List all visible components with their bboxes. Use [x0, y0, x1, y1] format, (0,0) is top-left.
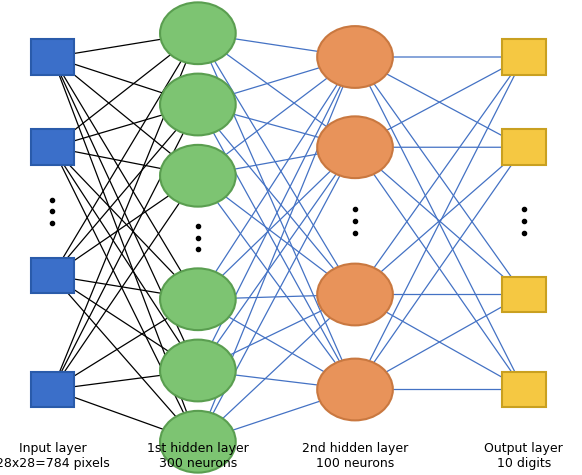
- Ellipse shape: [317, 359, 393, 420]
- FancyBboxPatch shape: [30, 257, 74, 293]
- Ellipse shape: [160, 268, 236, 330]
- Ellipse shape: [160, 411, 236, 473]
- Text: 2nd hidden layer
100 neurons: 2nd hidden layer 100 neurons: [302, 442, 408, 470]
- FancyBboxPatch shape: [502, 276, 546, 313]
- FancyBboxPatch shape: [30, 130, 74, 165]
- FancyBboxPatch shape: [30, 39, 74, 75]
- FancyBboxPatch shape: [30, 371, 74, 408]
- Text: 1st hidden layer
300 neurons: 1st hidden layer 300 neurons: [147, 442, 249, 470]
- Ellipse shape: [160, 2, 236, 64]
- FancyBboxPatch shape: [502, 130, 546, 165]
- Ellipse shape: [160, 340, 236, 401]
- FancyBboxPatch shape: [502, 371, 546, 408]
- Text: Output layer
10 digits: Output layer 10 digits: [484, 442, 563, 470]
- Text: Input layer
28x28=784 pixels: Input layer 28x28=784 pixels: [0, 442, 109, 470]
- Ellipse shape: [317, 26, 393, 88]
- Ellipse shape: [317, 116, 393, 178]
- Ellipse shape: [317, 264, 393, 325]
- FancyBboxPatch shape: [502, 39, 546, 75]
- Ellipse shape: [160, 74, 236, 135]
- Ellipse shape: [160, 145, 236, 207]
